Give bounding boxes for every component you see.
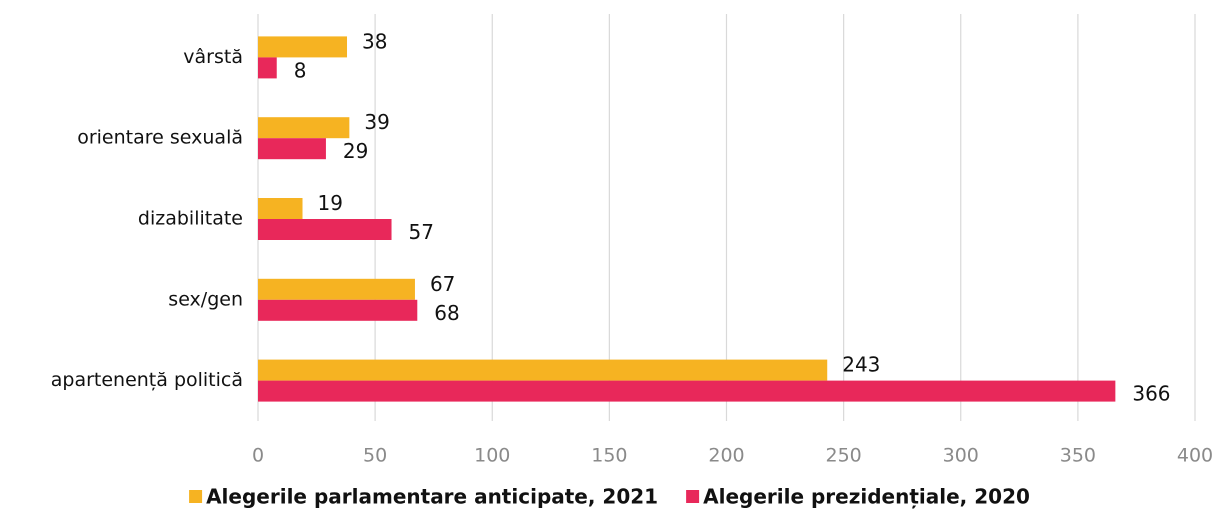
- value-label: 8: [294, 58, 307, 82]
- category-label: vârstă: [183, 46, 243, 68]
- bar: [258, 380, 1116, 402]
- bar: [258, 138, 326, 160]
- x-tick-label: 50: [363, 445, 387, 467]
- category-label: sex/gen: [168, 288, 243, 310]
- value-label: 19: [318, 191, 343, 215]
- category-label: dizabilitate: [138, 208, 243, 230]
- legend-swatch: [189, 490, 203, 503]
- value-label: 39: [364, 110, 389, 134]
- x-tick-label: 200: [708, 445, 744, 467]
- value-label: 366: [1132, 382, 1170, 406]
- x-tick-label: 350: [1060, 445, 1096, 467]
- value-label: 68: [434, 301, 459, 325]
- x-tick-label: 100: [474, 445, 510, 467]
- bar: [258, 219, 392, 240]
- x-tick-label: 300: [943, 445, 979, 467]
- x-tick-label: 400: [1177, 445, 1213, 467]
- legend-label: Alegerile parlamentare anticipate, 2021: [206, 485, 658, 509]
- legend-swatch: [686, 490, 700, 503]
- bar: [258, 117, 350, 139]
- x-tick-label: 0: [252, 445, 264, 467]
- x-tick-label: 150: [591, 445, 627, 467]
- value-label: 67: [430, 272, 455, 296]
- category-label: apartenență politică: [51, 369, 243, 391]
- value-label: 29: [343, 139, 368, 163]
- value-label: 243: [842, 353, 880, 377]
- bar: [258, 299, 418, 321]
- bar: [258, 36, 348, 58]
- value-label: 57: [409, 220, 434, 244]
- bar: [258, 359, 828, 381]
- x-tick-label: 250: [825, 445, 861, 467]
- category-label: orientare sexuală: [77, 127, 243, 149]
- bar: [258, 57, 277, 79]
- value-label: 38: [362, 29, 387, 53]
- legend-label: Alegerile prezidențiale, 2020: [703, 485, 1030, 509]
- bar: [258, 278, 415, 300]
- bar: [258, 198, 303, 219]
